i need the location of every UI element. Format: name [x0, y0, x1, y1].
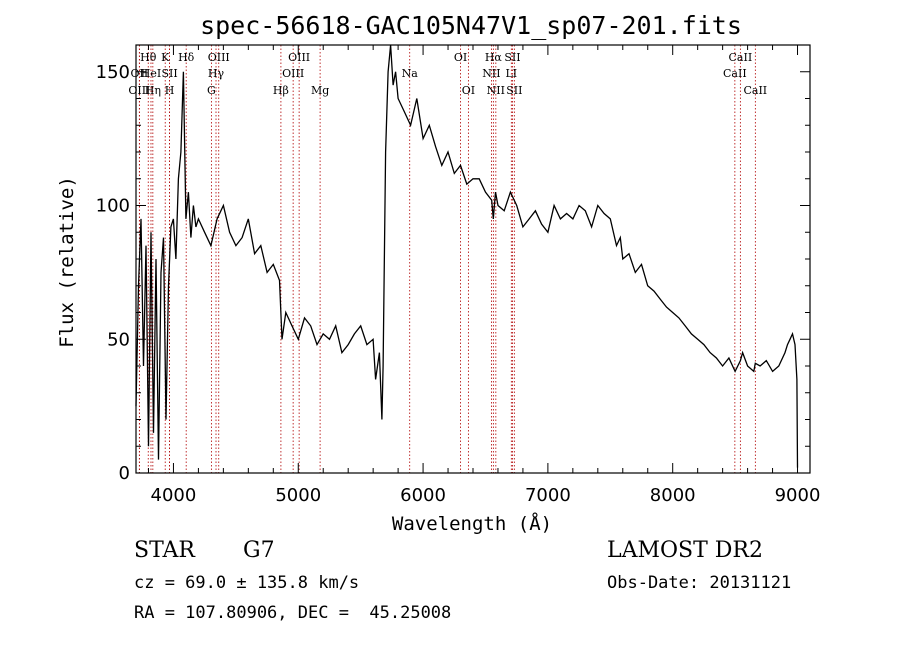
line-label-26: CaII [723, 67, 747, 80]
line-label-23: NII [487, 84, 505, 97]
x-tick-label-8000: 8000 [650, 485, 696, 506]
x-tick-label-6000: 6000 [400, 485, 446, 506]
spectrum-series-line [135, 44, 799, 468]
line-label-9: OIII [208, 51, 230, 64]
line-label-11: G [207, 84, 216, 97]
y-axis-label: Flux (relative) [56, 176, 78, 348]
y-tick-label-50: 50 [107, 329, 130, 350]
y-tick-label-150: 150 [96, 62, 130, 83]
line-label-16: Na [402, 67, 419, 80]
survey-name: LAMOST DR2 [607, 538, 763, 563]
chart-title: spec-56618-GAC105N47V1_sp07-201.fits [200, 11, 742, 40]
spectral-line-markers [138, 45, 756, 473]
line-label-24: SII [506, 84, 522, 97]
line-label-18: OI [462, 84, 475, 97]
y-tick-label-0: 0 [119, 463, 130, 484]
line-label-10: Hγ [208, 67, 225, 80]
line-label-2: OIII [128, 84, 150, 97]
line-label-27: CaII [743, 84, 767, 97]
line-label-15: Mg [311, 84, 329, 97]
x-tick-label-9000: 9000 [775, 485, 821, 506]
line-label-19: Hα [485, 51, 503, 64]
line-label-7: H [165, 84, 175, 97]
line-label-17: OI [454, 51, 467, 64]
line-label-8: Hδ [178, 51, 195, 64]
line-label-3: HeI [141, 67, 161, 80]
line-label-0: Hθ [140, 51, 157, 64]
line-label-25: CaII [729, 51, 753, 64]
y-axis: 0 50 100 150 [96, 44, 810, 484]
line-label-22: LI [505, 67, 517, 80]
redshift-readout: cz = 69.0 ± 135.8 km/s [134, 573, 360, 593]
line-label-12: Hβ [273, 84, 289, 97]
plot-frame [135, 44, 811, 474]
line-label-14: OIII [282, 67, 304, 80]
line-label-6: SII [161, 67, 177, 80]
x-tick-label-4000: 4000 [151, 485, 197, 506]
object-subclass: G7 [243, 538, 275, 563]
x-tick-label-5000: 5000 [275, 485, 321, 506]
line-label-4: Hη [145, 84, 161, 97]
x-axis-label: Wavelength (Å) [392, 512, 552, 535]
x-tick-label-7000: 7000 [525, 485, 571, 506]
object-class: STAR [134, 538, 195, 563]
x-axis: 4000 5000 6000 7000 8000 9000 [147, 45, 821, 506]
y-tick-label-100: 100 [96, 196, 130, 217]
line-label-5: K [161, 51, 170, 64]
coordinates-readout: RA = 107.80906, DEC = 45.25008 [134, 603, 452, 623]
line-label-13: OIII [288, 51, 310, 64]
observation-date: Obs-Date: 20131121 [607, 573, 792, 593]
spectral-line-labels: Hθ OII OIII HeI Hη K SII H Hδ OIII Hγ G Hβ OIII OIII Mg… [128, 51, 767, 97]
line-label-20: SII [504, 51, 520, 64]
line-label-1: OII [131, 67, 149, 80]
line-label-21: NII [482, 67, 500, 80]
